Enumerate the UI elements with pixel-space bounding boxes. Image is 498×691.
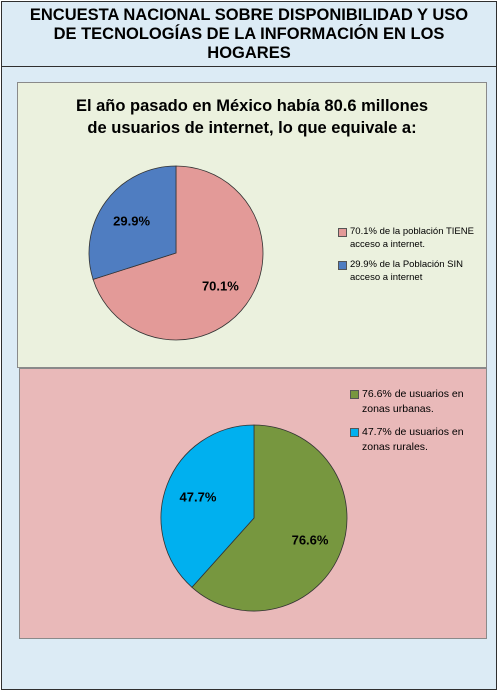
legend-text: acceso a internet [350, 271, 423, 283]
legend-item: 70.1% de la población TIENE acceso a int… [336, 226, 484, 251]
zones-slice-label-1: 47.7% [180, 490, 217, 505]
zones-pie-chart: 76.6% 47.7% [160, 424, 348, 612]
header: ENCUESTA NACIONAL SOBRE DISPONIBILIDAD Y… [2, 2, 496, 67]
user-zones-panel: 76.6% 47.7% 76.6% de usuarios en zonas ur… [19, 368, 487, 639]
legend-text: 76.6% de usuarios en [362, 388, 464, 400]
legend-text: 29.9% de la Población SIN [350, 259, 464, 270]
zones-slice-label-0: 76.6% [292, 532, 329, 547]
page-title: ENCUESTA NACIONAL SOBRE DISPONIBILIDAD Y… [2, 6, 496, 63]
title-line: HOGARES [207, 44, 291, 62]
legend-swatch-blue [338, 261, 347, 270]
internet-access-panel: El año pasado en México había 80.6 millo… [17, 82, 487, 368]
zones-slice-1 [160, 424, 255, 588]
legend-text: 47.7% de usuarios en [362, 426, 464, 438]
legend-swatch-green [350, 390, 359, 399]
legend-text: zonas urbanas. [362, 403, 434, 415]
access-pie-chart: 70.1% 29.9% [88, 165, 264, 341]
legend-swatch-pink [338, 228, 347, 237]
zones-legend: 76.6% de usuarios en zonas urbanas. 47.7… [348, 387, 484, 463]
legend-text: zonas rurales. [362, 441, 428, 453]
title-line: ENCUESTA NACIONAL SOBRE DISPONIBILIDAD Y… [29, 6, 469, 24]
legend-item: 47.7% de usuarios en zonas rurales. [348, 425, 484, 455]
legend-text: 70.1% de la población TIENE [350, 226, 474, 237]
access-slice-label-0: 70.1% [202, 278, 239, 293]
legend-text: acceso a internet. [350, 238, 425, 250]
title-line: DE TECNOLOGÍAS DE LA INFORMACIÓN EN LOS [53, 25, 445, 43]
access-slice-1 [88, 165, 177, 280]
chart-title: El año pasado en México había 80.6 millo… [18, 95, 486, 139]
zones-slice-0 [191, 424, 348, 612]
chart-title-line: El año pasado en México había 80.6 millo… [75, 97, 429, 115]
legend-item: 29.9% de la Población SIN acceso a inter… [336, 259, 484, 284]
access-legend: 70.1% de la población TIENE acceso a int… [336, 226, 484, 292]
legend-swatch-cyan [350, 428, 359, 437]
chart-title-line: de usuarios de internet, lo que equivale… [87, 119, 417, 137]
legend-item: 76.6% de usuarios en zonas urbanas. [348, 387, 484, 417]
access-slice-label-1: 29.9% [113, 214, 150, 229]
access-slice-0 [92, 165, 264, 341]
